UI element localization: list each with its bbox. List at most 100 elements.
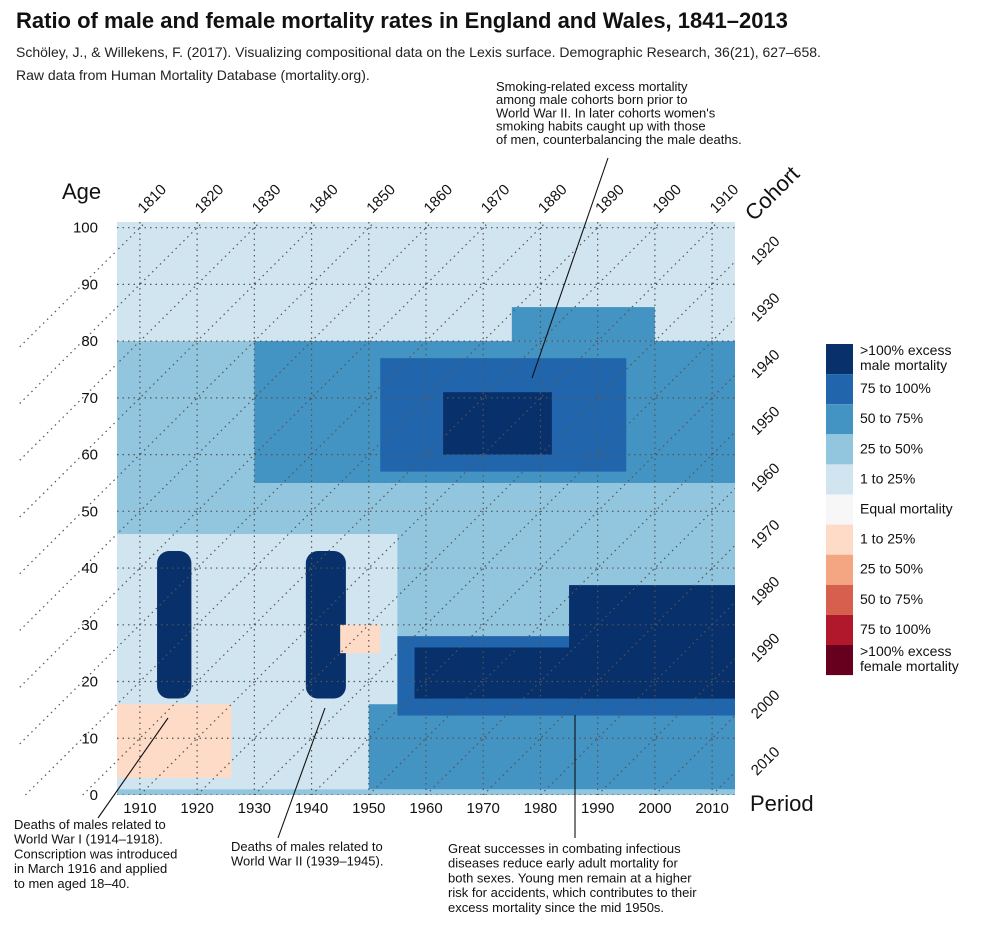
legend-label: 25 to 50% [860,561,923,577]
period-tick-labels: 1910 1920 1930 1940 1950 1960 1970 1980 1990 2000… [123,800,729,817]
legend-swatch [826,645,853,676]
age-tick-labels: 0 10 20 30 40 50 60 70 80 90 100 [73,220,98,804]
age-tick-label: 20 [81,674,98,691]
cohort-tick-label: 1830 [249,181,285,217]
legend-swatch [826,344,853,375]
period-tick-label: 2000 [638,800,671,817]
age-tick-label: 50 [81,503,98,520]
chart-subtitle-source: Raw data from Human Mortality Database (… [16,67,370,83]
cohort-tick-label: 2000 [748,687,784,723]
cohort-tick-label: 1840 [306,181,342,217]
cohort-grid-line-outside [25,703,118,796]
legend-swatch [826,554,853,585]
x-axis-title: Period [750,791,814,816]
annotation-smoking-leader-line [531,157,609,379]
legend-swatch [826,494,853,525]
legend-swatch [826,524,853,555]
heatmap-region [117,704,232,778]
annotation-ww2: Deaths of males related to World War II (… [231,839,383,869]
cohort-tick-label: 1900 [649,181,685,217]
legend-label: >100% excess female mortality [860,643,959,674]
legend-swatch [826,614,853,645]
cohort-grid-line-outside [19,647,118,745]
heatmap-region [511,307,655,342]
cohort-grid-line-outside [19,590,118,688]
cohort-grid-line-outside [82,760,118,796]
cohort-tick-label: 1950 [748,403,784,439]
annotation-infectious: Great successes in combating infectious d… [448,841,697,915]
legend-swatch [826,434,853,465]
cohort-grid-extension [19,249,118,796]
y-axis-title: Age [62,179,101,204]
heatmap-cells [117,222,735,795]
chart-subtitle-citation: Schöley, J., & Willekens, F. (2017). Vis… [16,44,821,60]
heatmap-region [443,392,552,455]
cohort-tick-label: 1930 [748,290,784,326]
age-tick-label: 80 [81,333,98,350]
age-tick-label: 40 [81,560,98,577]
period-tick-label: 1920 [180,800,213,817]
annotation-ww1-leader-line [97,717,169,819]
heatmap-region-age-0 [117,789,735,795]
chart-title: Ratio of male and female mortality rates… [16,8,788,33]
heatmap-region [157,551,192,699]
period-tick-label: 1930 [238,800,271,817]
cohort-grid-line-outside [19,306,118,404]
age-tick-label: 100 [73,220,98,237]
legend-label: 25 to 50% [860,440,923,456]
heatmap-region [368,704,735,790]
age-tick-label: 0 [90,787,98,804]
cohort-axis-title: Cohort [740,161,804,225]
cohort-grid-line-outside [19,249,118,348]
cohort-tick-label: 1810 [134,181,170,217]
annotation-smoking: Smoking-related excess mortality among ma… [496,79,742,147]
age-tick-label: 90 [81,276,98,293]
period-tick-label: 1950 [352,800,385,817]
age-tick-label: 70 [81,390,98,407]
legend-label: 1 to 25% [860,531,915,547]
period-tick-label: 1990 [581,800,614,817]
heatmap-region [340,624,381,654]
heatmap-region [305,551,346,699]
annotations: Smoking-related excess mortality among ma… [14,79,742,915]
cohort-tick-label: 1880 [535,181,571,217]
legend-label: 75 to 100% [860,621,931,637]
period-tick-label: 1970 [467,800,500,817]
period-tick-label: 1960 [409,800,442,817]
legend-label: 50 to 75% [860,591,923,607]
cohort-tick-label: 1820 [192,181,228,217]
heatmap-region [569,585,735,699]
cohort-tick-label: 1850 [363,181,399,217]
cohort-tick-label: 1980 [748,573,784,609]
legend-label: 50 to 75% [860,410,923,426]
cohort-tick-label: 1910 [707,181,743,217]
period-tick-label: 1910 [123,800,156,817]
cohort-tick-label: 1860 [421,181,457,217]
period-tick-label: 1940 [295,800,328,817]
cohort-tick-label: 1920 [748,233,784,269]
legend-label: >100% excess male mortality [860,342,951,373]
age-tick-label: 60 [81,447,98,464]
annotation-ww1: Deaths of males related to World War I (1… [14,817,177,891]
period-tick-label: 2010 [695,800,728,817]
cohort-tick-label: 1990 [748,630,784,666]
legend-label: 75 to 100% [860,380,931,396]
cohort-grid-line-outside [19,476,118,575]
legend-swatch [826,584,853,615]
cohort-tick-label: 2010 [748,744,784,780]
cohort-grid-line-outside [19,363,118,461]
grid-lines [117,222,735,795]
legend-swatch [826,404,853,435]
annotation-ww2-leader-line [277,707,326,839]
cohort-tick-label: 1940 [748,346,784,382]
legend-swatch [826,374,853,405]
cohort-tick-label: 1890 [592,181,628,217]
age-tick-label: 10 [81,730,98,747]
legend: >100% excess male mortality 75 to 100% 50 t… [826,342,959,676]
legend-label: Equal mortality [860,501,953,517]
legend-label: 1 to 25% [860,470,915,486]
cohort-grid-line-outside [19,533,118,631]
cohort-tick-label: 1870 [478,181,514,217]
cohort-grid-line-outside [19,420,118,518]
